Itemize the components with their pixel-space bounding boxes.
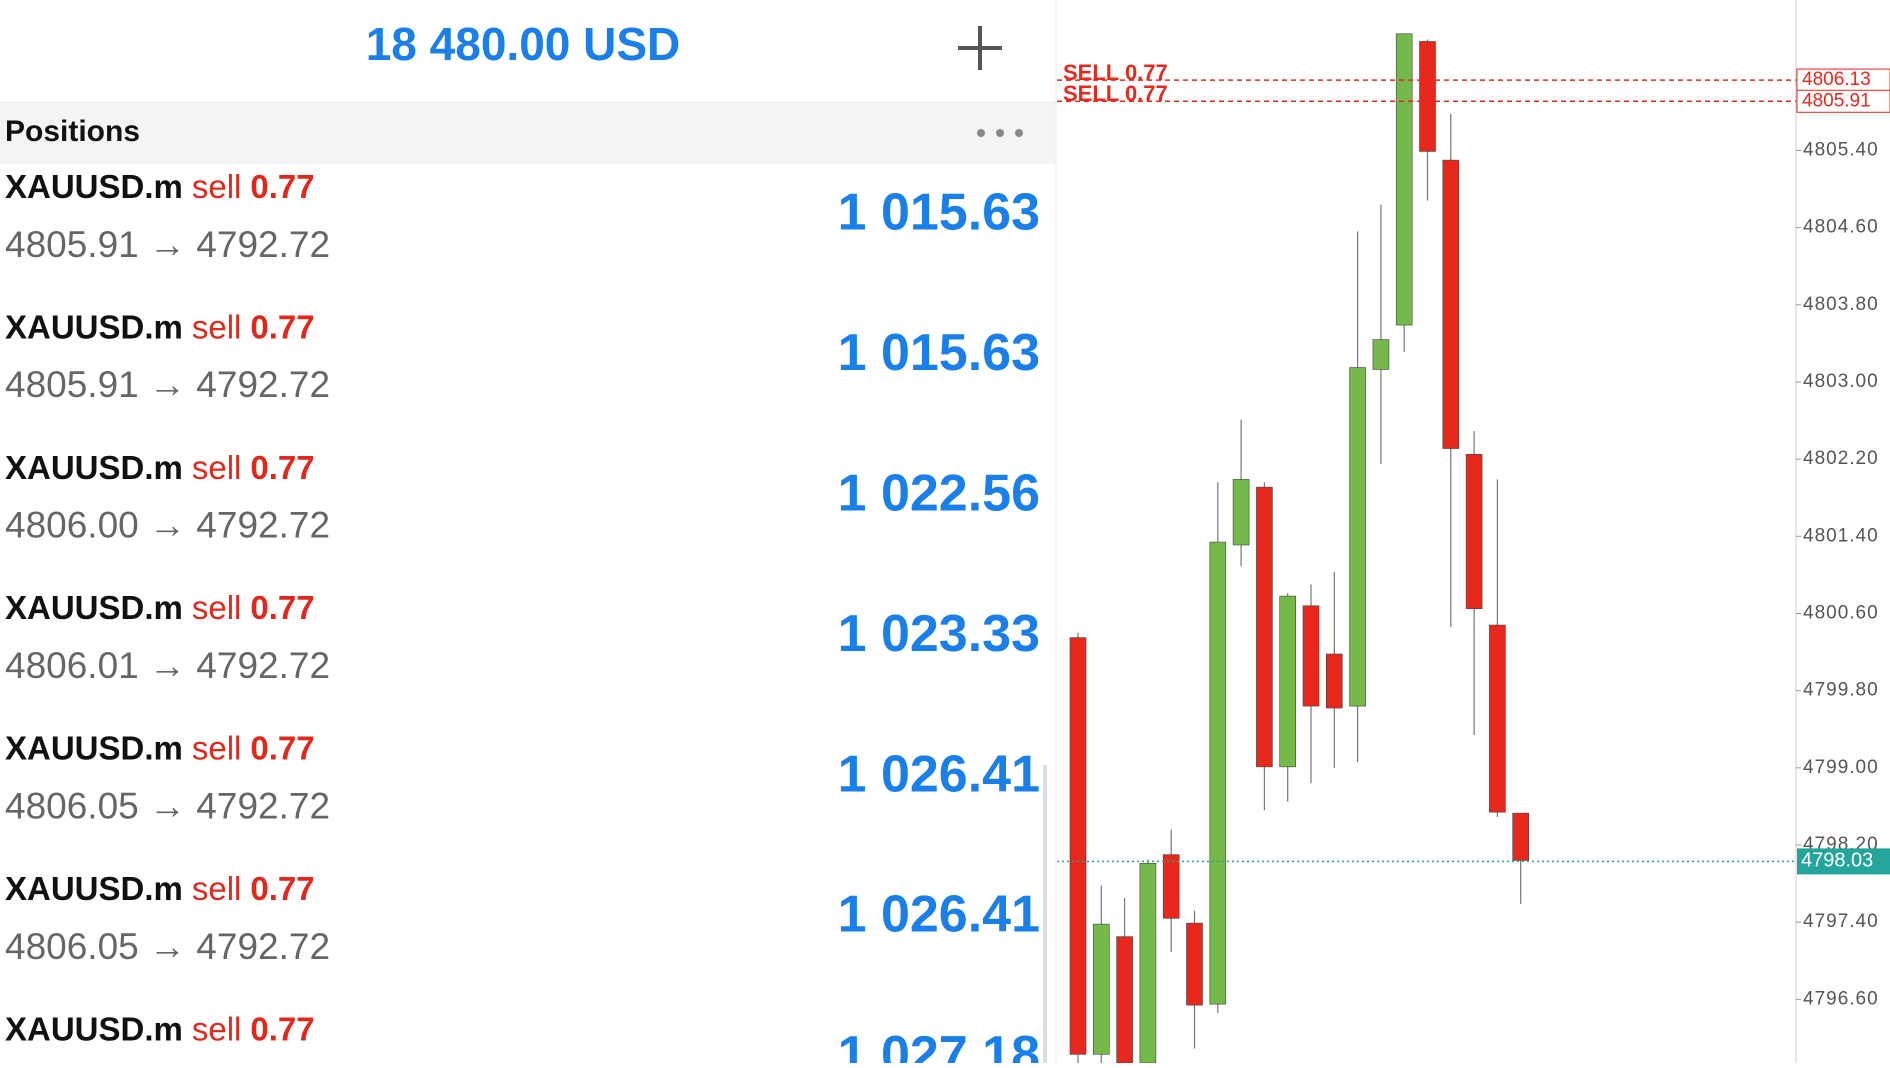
candle-body	[1256, 486, 1273, 768]
volume: 0.77	[250, 308, 314, 345]
y-tick-label: 4802.20	[1803, 448, 1879, 469]
y-tick-label: 4799.80	[1803, 680, 1879, 701]
current-price: 4798.03	[1801, 850, 1873, 872]
profit: 1 023.33	[838, 605, 1040, 663]
position-row[interactable]: XAUUSD.m sell 0.77 1 027.18	[5, 1010, 1040, 1068]
y-tick-label: 4799.00	[1803, 757, 1879, 778]
position-title: XAUUSD.m sell 0.77	[5, 870, 315, 907]
candle-body	[1302, 605, 1320, 707]
symbol: XAUUSD.m	[5, 308, 183, 345]
position-title: XAUUSD.m sell 0.77	[5, 308, 315, 345]
side: sell	[192, 449, 242, 486]
position-title: XAUUSD.m sell 0.77	[5, 729, 315, 766]
positions-panel	[0, 0, 1056, 1063]
candle-body	[1116, 936, 1133, 1063]
candle-body	[1512, 812, 1529, 861]
volume: 0.77	[250, 168, 314, 205]
symbol: XAUUSD.m	[5, 449, 183, 486]
y-tick-label: 4797.40	[1803, 911, 1879, 932]
candle-body	[1069, 637, 1087, 1055]
order-label: SELL 0.77	[1063, 60, 1168, 85]
more-button[interactable]	[977, 129, 1023, 137]
profit: 1 027.18	[838, 1026, 1040, 1063]
candle-body	[1442, 159, 1460, 449]
side: sell	[192, 308, 242, 345]
prices: 4806.01 → 4792.72	[5, 645, 330, 686]
order-label: SELL 0.77	[1063, 81, 1168, 106]
profit: 1 015.63	[838, 324, 1040, 382]
profit: 1 022.56	[838, 465, 1040, 523]
volume: 0.77	[250, 1010, 314, 1047]
position-row[interactable]: XAUUSD.m sell 0.77 4805.91 → 4792.72 1 015.6…	[5, 308, 1040, 405]
candle-body	[1162, 854, 1180, 919]
position-row[interactable]: XAUUSD.m sell 0.77 4805.91 → 4792.72 1 015.6…	[5, 168, 1040, 265]
order-price: 4806.13	[1802, 69, 1871, 90]
candle-body	[1093, 923, 1110, 1055]
add-button[interactable]	[958, 26, 1002, 70]
symbol: XAUUSD.m	[5, 870, 183, 907]
candle-body	[1139, 863, 1157, 1063]
position-row[interactable]: XAUUSD.m sell 0.77 4806.05 → 4792.72 1 026.4…	[5, 870, 1040, 967]
position-row[interactable]: XAUUSD.m sell 0.77 4806.01 → 4792.72 1 023.3…	[5, 589, 1040, 686]
candle-body	[1465, 454, 1483, 609]
section-header	[0, 101, 1056, 164]
candle-body	[1186, 922, 1203, 1006]
profit: 1 015.63	[838, 184, 1040, 242]
position-title: XAUUSD.m sell 0.77	[5, 589, 315, 626]
section-title: Positions	[5, 115, 140, 148]
symbol: XAUUSD.m	[5, 729, 183, 766]
candle-body	[1489, 624, 1506, 813]
volume: 0.77	[250, 870, 314, 907]
y-tick-label: 4801.40	[1803, 525, 1879, 546]
y-tick-label: 4803.00	[1803, 371, 1879, 392]
side: sell	[192, 168, 242, 205]
side: sell	[192, 870, 242, 907]
candle-body	[1232, 479, 1250, 546]
candle-body	[1209, 541, 1227, 1005]
volume: 0.77	[250, 729, 314, 766]
y-tick-label: 4805.40	[1803, 139, 1879, 160]
symbol: XAUUSD.m	[5, 589, 183, 626]
prices: 4805.91 → 4792.72	[5, 224, 330, 265]
symbol: XAUUSD.m	[5, 168, 183, 205]
y-tick-label: 4803.80	[1803, 294, 1879, 315]
y-tick-label: 4804.60	[1803, 217, 1879, 238]
candle-body	[1419, 41, 1436, 152]
position-title: XAUUSD.m sell 0.77	[5, 1010, 315, 1047]
price-axis: 4805.40 4804.60 4803.80 4803.00 4802.20 4801.…	[1796, 68, 1890, 1009]
candle-body	[1279, 595, 1296, 768]
profit: 1 026.41	[838, 886, 1040, 944]
candle-body	[1326, 653, 1343, 709]
side: sell	[192, 1010, 242, 1047]
side: sell	[192, 589, 242, 626]
symbol: XAUUSD.m	[5, 1010, 183, 1047]
prices: 4806.05 → 4792.72	[5, 785, 330, 826]
prices: 4806.05 → 4792.72	[5, 926, 330, 967]
current-price-tag	[1797, 848, 1890, 875]
order-price-tag	[1796, 89, 1890, 113]
position-row[interactable]: XAUUSD.m sell 0.77 4806.00 → 4792.72 1 022.5…	[5, 449, 1040, 546]
balance: 18 480.00 USD	[366, 18, 681, 70]
candle-body	[1349, 367, 1366, 707]
prices: 4805.91 → 4792.72	[5, 364, 330, 405]
position-row[interactable]: XAUUSD.m sell 0.77 4806.05 → 4792.72 1 026.4…	[5, 729, 1040, 826]
position-title: XAUUSD.m sell 0.77	[5, 168, 315, 205]
y-tick-label: 4796.60	[1803, 988, 1879, 1009]
volume: 0.77	[250, 449, 314, 486]
prices: 4806.00 → 4792.72	[5, 505, 330, 546]
y-tick-label: 4800.60	[1803, 603, 1879, 624]
order-price: 4805.91	[1802, 90, 1871, 111]
candle-body	[1372, 339, 1390, 370]
candle-body	[1395, 33, 1413, 326]
profit: 1 026.41	[838, 745, 1040, 803]
volume: 0.77	[250, 589, 314, 626]
side: sell	[192, 729, 242, 766]
position-title: XAUUSD.m sell 0.77	[5, 449, 315, 486]
